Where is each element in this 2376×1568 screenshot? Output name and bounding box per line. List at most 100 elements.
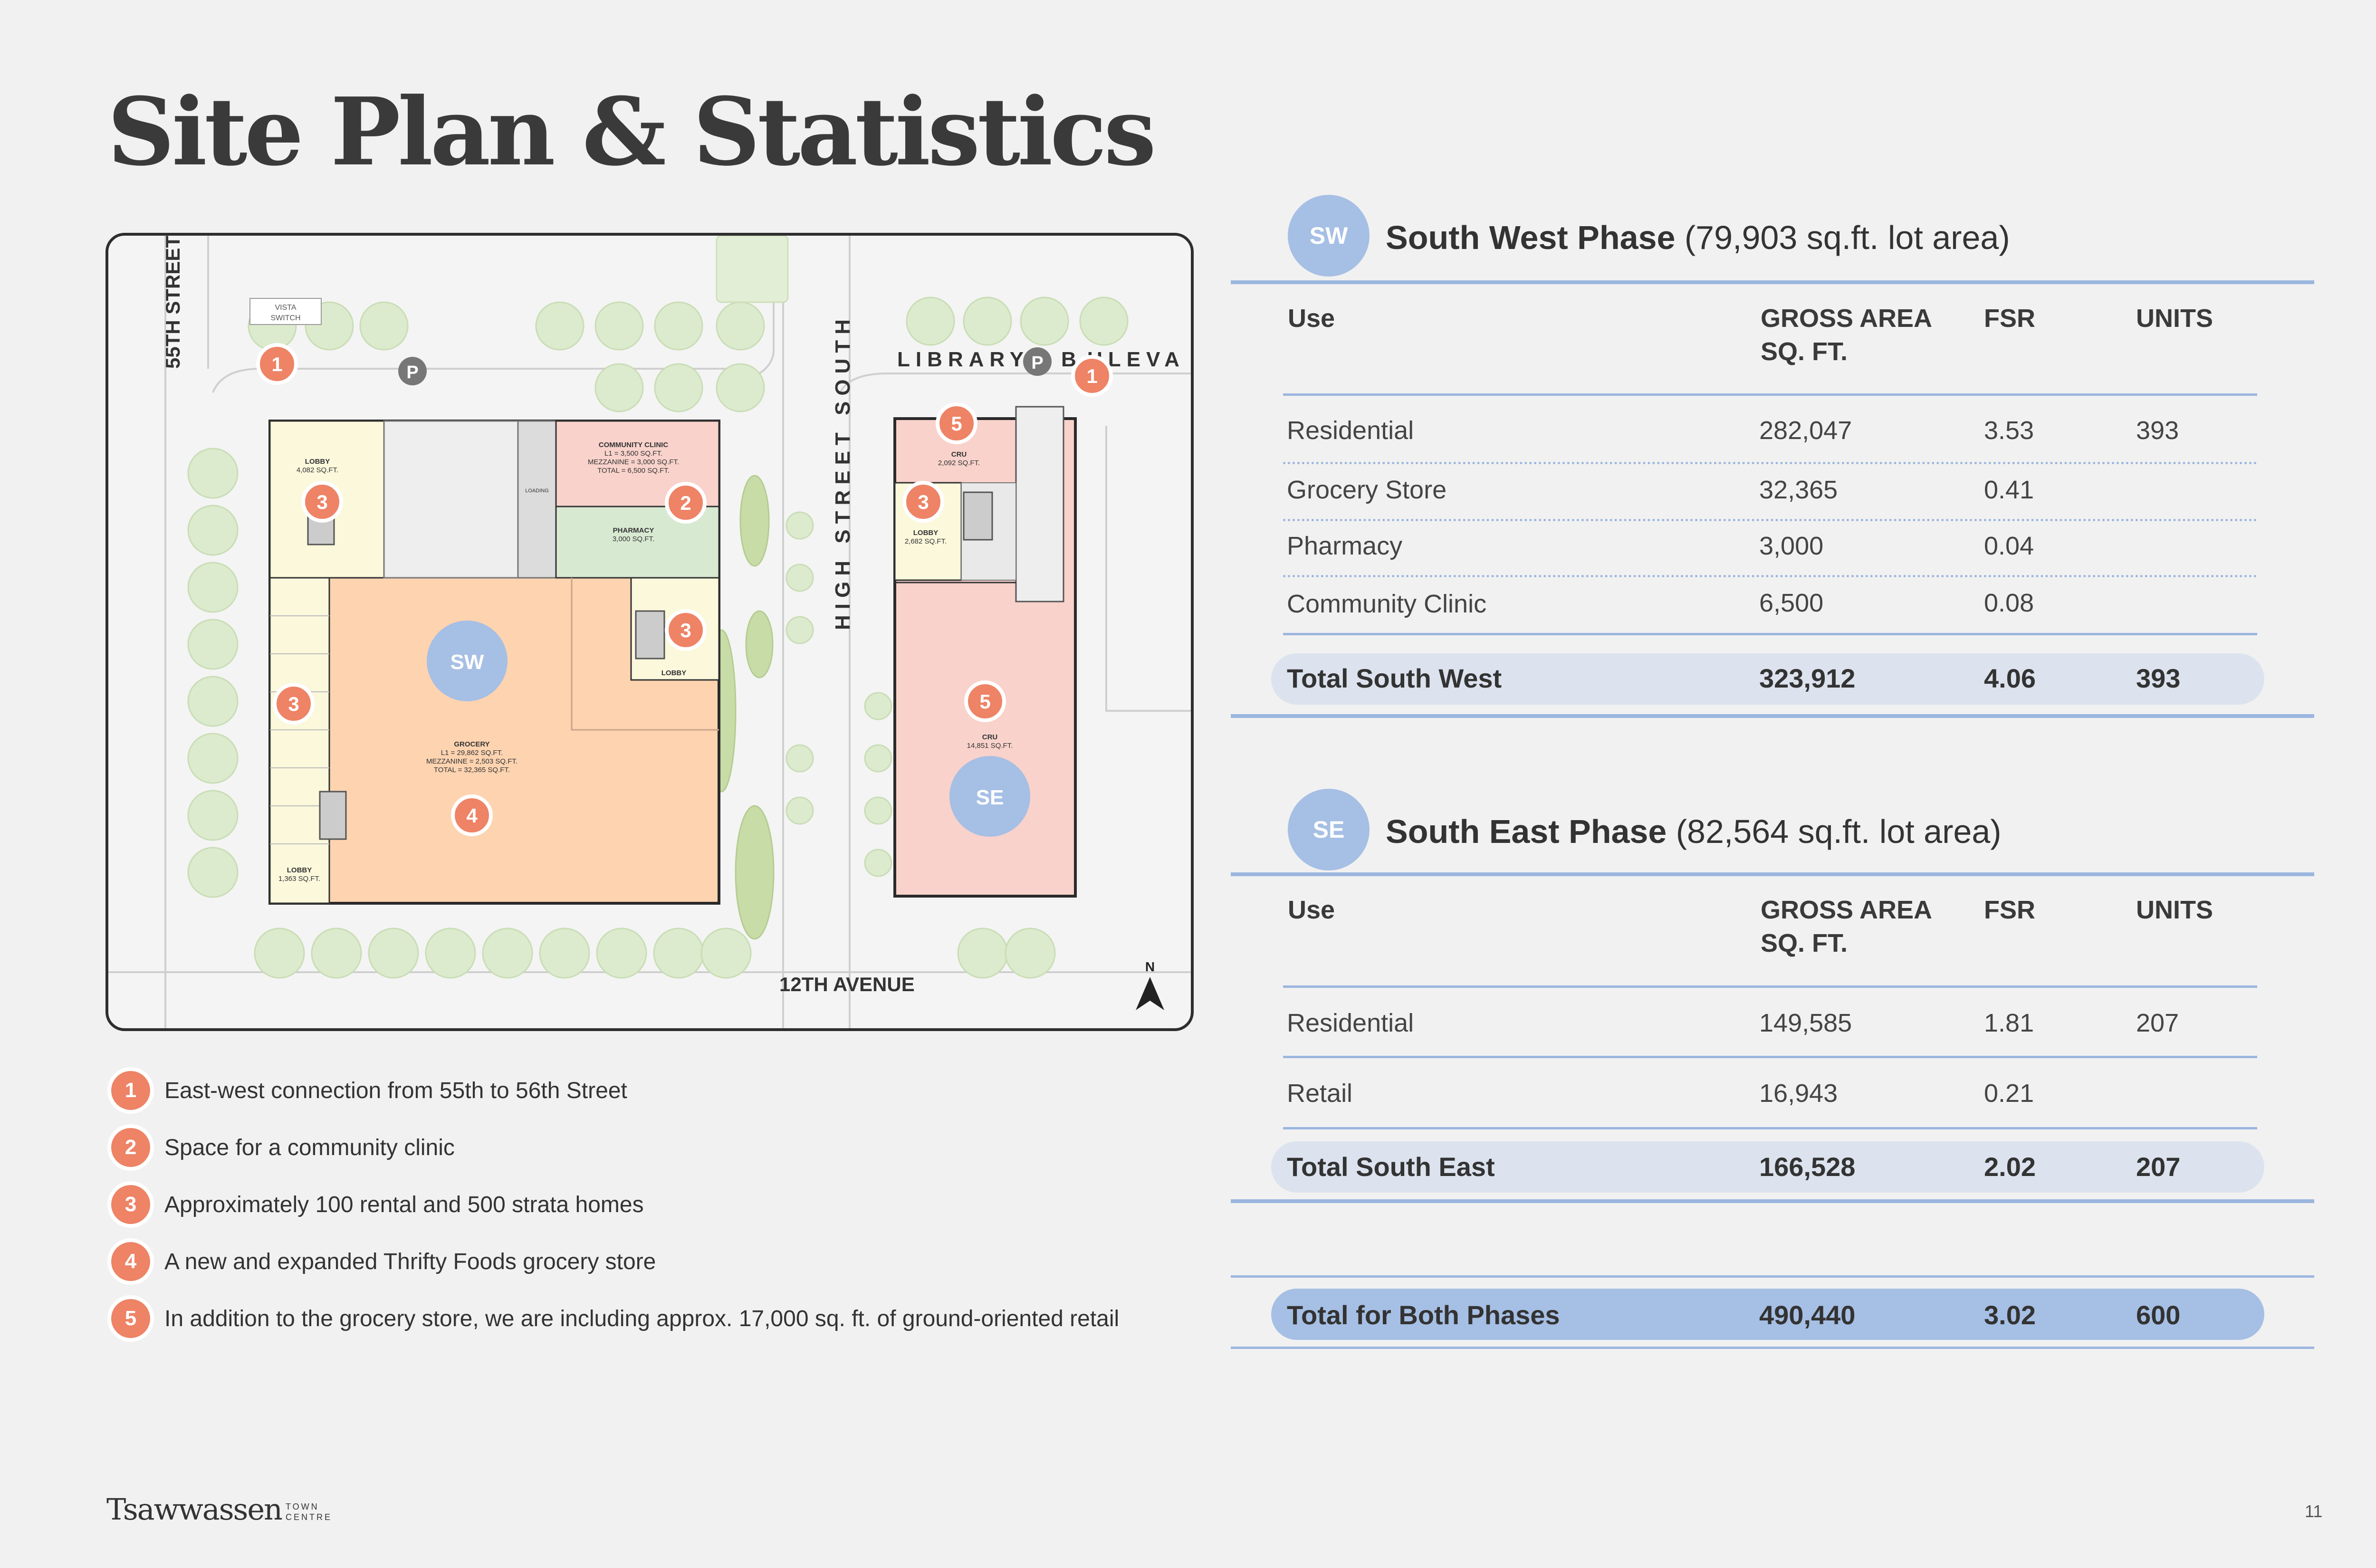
clinic-label: COMMUNITY CLINIC bbox=[599, 441, 669, 449]
se-total-gross: 166,528 bbox=[1759, 1152, 1856, 1182]
cru-b-area: 14,851 SQ.FT. bbox=[967, 742, 1013, 750]
col-units-header: UNITS bbox=[2136, 896, 2213, 924]
logo: Tsawwassen TOWN CENTRE bbox=[106, 1492, 332, 1527]
legend-item: 5 In addition to the grocery store, we a… bbox=[107, 1290, 1119, 1347]
grand-total-label: Total for Both Phases bbox=[1287, 1300, 1560, 1330]
sw-phase-header: SW South West Phase (79,903 sq.ft. lot a… bbox=[1231, 190, 2314, 285]
legend-item: 1 East-west connection from 55th to 56th… bbox=[107, 1062, 1119, 1119]
col-fsr-header: FSR bbox=[1984, 896, 2035, 924]
legend-item: 4 A new and expanded Thrifty Foods groce… bbox=[107, 1233, 1119, 1290]
lobby-a-label: LOBBY bbox=[305, 458, 330, 466]
clinic-mez: MEZZANINE = 3,000 SQ.FT. bbox=[588, 458, 679, 466]
divider bbox=[1283, 393, 2257, 396]
se-row-gross: 16,943 bbox=[1759, 1079, 1838, 1108]
svg-text:5: 5 bbox=[979, 690, 990, 713]
sw-row-use: Residential bbox=[1287, 416, 1414, 445]
sw-total-label: Total South West bbox=[1287, 663, 1502, 693]
divider bbox=[1283, 575, 2257, 577]
divider bbox=[1283, 519, 2257, 521]
se-map-badge: SE bbox=[976, 786, 1004, 809]
divider bbox=[1231, 1275, 2314, 1278]
legend-text: In addition to the grocery store, we are… bbox=[164, 1306, 1120, 1331]
divider bbox=[1231, 872, 2314, 876]
map-marker-5: 5 bbox=[964, 680, 1006, 722]
se-total-fsr: 2.02 bbox=[1984, 1152, 2036, 1182]
svg-text:3: 3 bbox=[918, 491, 929, 513]
parking-icon: P bbox=[398, 357, 427, 385]
map-marker-3: 3 bbox=[902, 481, 944, 523]
sw-row-gross: 32,365 bbox=[1759, 476, 1838, 504]
col-fsr-header: FSR bbox=[1984, 304, 2035, 333]
legend-badge: 2 bbox=[111, 1128, 150, 1167]
se-badge: SE bbox=[1288, 789, 1370, 870]
map-marker-2: 2 bbox=[665, 482, 707, 524]
col-gross-header: GROSS AREA SQ. FT. bbox=[1761, 893, 1932, 960]
high-street-label: HIGH STREET SOUTH bbox=[831, 314, 854, 630]
divider bbox=[1231, 1199, 2314, 1203]
sw-lot-area: (79,903 sq.ft. lot area) bbox=[1684, 219, 2010, 256]
lobby-a-area: 4,082 SQ.FT. bbox=[297, 466, 338, 474]
sw-phase-title: South West Phase (79,903 sq.ft. lot area… bbox=[1386, 219, 2010, 257]
svg-text:N: N bbox=[1145, 959, 1155, 974]
logo-text: Tsawwassen bbox=[106, 1492, 283, 1527]
col-gross-header-l2: SQ. FT. bbox=[1761, 337, 1848, 366]
map-marker-1: 1 bbox=[1071, 355, 1113, 397]
sw-map-badge: SW bbox=[450, 650, 484, 674]
logo-subtext: TOWN CENTRE bbox=[286, 1501, 332, 1522]
legend-item: 2 Space for a community clinic bbox=[107, 1119, 1119, 1176]
map-marker-1: 1 bbox=[256, 343, 298, 385]
sw-row-gross: 282,047 bbox=[1759, 416, 1852, 445]
col-use-header: Use bbox=[1288, 896, 1335, 924]
col-gross-header-l2: SQ. FT. bbox=[1761, 929, 1848, 957]
se-building: SE bbox=[893, 406, 1077, 898]
sw-row-gross: 3,000 bbox=[1759, 532, 1824, 560]
svg-text:P: P bbox=[1031, 353, 1043, 373]
switch-label: SWITCH bbox=[270, 314, 300, 322]
svg-text:4: 4 bbox=[466, 804, 478, 827]
map-marker-3: 3 bbox=[273, 683, 315, 725]
sw-row-use: Community Clinic bbox=[1287, 590, 1487, 618]
legend-text: A new and expanded Thrifty Foods grocery… bbox=[164, 1249, 656, 1274]
sw-building: SW bbox=[268, 420, 720, 905]
svg-text:3: 3 bbox=[316, 491, 327, 513]
grocery-label: GROCERY bbox=[454, 740, 489, 748]
lobby-c-label: LOBBY bbox=[287, 866, 312, 874]
lobby-c-area: 1,363 SQ.FT. bbox=[278, 875, 320, 883]
se-row-use: Retail bbox=[1287, 1079, 1353, 1108]
sw-total-gross: 323,912 bbox=[1759, 663, 1856, 693]
legend-badge: 1 bbox=[111, 1071, 150, 1110]
svg-text:3: 3 bbox=[680, 619, 691, 641]
grand-total-fsr: 3.02 bbox=[1984, 1300, 2036, 1330]
se-total-label: Total South East bbox=[1287, 1152, 1495, 1182]
se-total-row bbox=[1271, 1141, 2264, 1193]
vista-label: VISTA bbox=[275, 304, 296, 312]
se-row-units: 207 bbox=[2136, 1009, 2179, 1037]
divider bbox=[1231, 714, 2314, 718]
clinic-total: TOTAL = 6,500 SQ.FT. bbox=[597, 467, 670, 475]
legend: 1 East-west connection from 55th to 56th… bbox=[107, 1062, 1119, 1347]
logo-subtext-1: TOWN bbox=[285, 1501, 319, 1511]
se-row-fsr: 1.81 bbox=[1984, 1009, 2034, 1037]
sw-total-fsr: 4.06 bbox=[1984, 663, 2036, 693]
se-row-gross: 149,585 bbox=[1759, 1009, 1852, 1037]
site-plan-map: 55TH STREET HIGH STREET SOUTH LIBRARY UL… bbox=[105, 233, 1194, 1031]
grand-total-gross: 490,440 bbox=[1759, 1300, 1856, 1330]
svg-text:1: 1 bbox=[1086, 365, 1097, 387]
lobby-b-label: LOBBY bbox=[661, 669, 687, 677]
divider bbox=[1283, 633, 2257, 635]
col-gross-header-l1: GROSS AREA bbox=[1761, 304, 1933, 333]
map-marker-3: 3 bbox=[665, 609, 707, 651]
se-row-use: Residential bbox=[1287, 1009, 1414, 1037]
sw-total-row bbox=[1271, 653, 2264, 705]
divider bbox=[1231, 280, 2314, 284]
sw-total-units: 393 bbox=[2136, 663, 2181, 693]
north-arrow-icon: N bbox=[1136, 959, 1164, 1010]
svg-text:P: P bbox=[406, 363, 418, 382]
lobby-d-label: LOBBY bbox=[913, 529, 939, 537]
svg-text:5: 5 bbox=[951, 412, 962, 435]
sw-row-units: 393 bbox=[2136, 416, 2179, 445]
svg-text:2: 2 bbox=[680, 492, 691, 514]
street-55-label: 55TH STREET bbox=[162, 236, 184, 369]
grocery-l1: L1 = 29,862 SQ.FT. bbox=[441, 749, 503, 757]
legend-badge: 4 bbox=[111, 1242, 150, 1281]
